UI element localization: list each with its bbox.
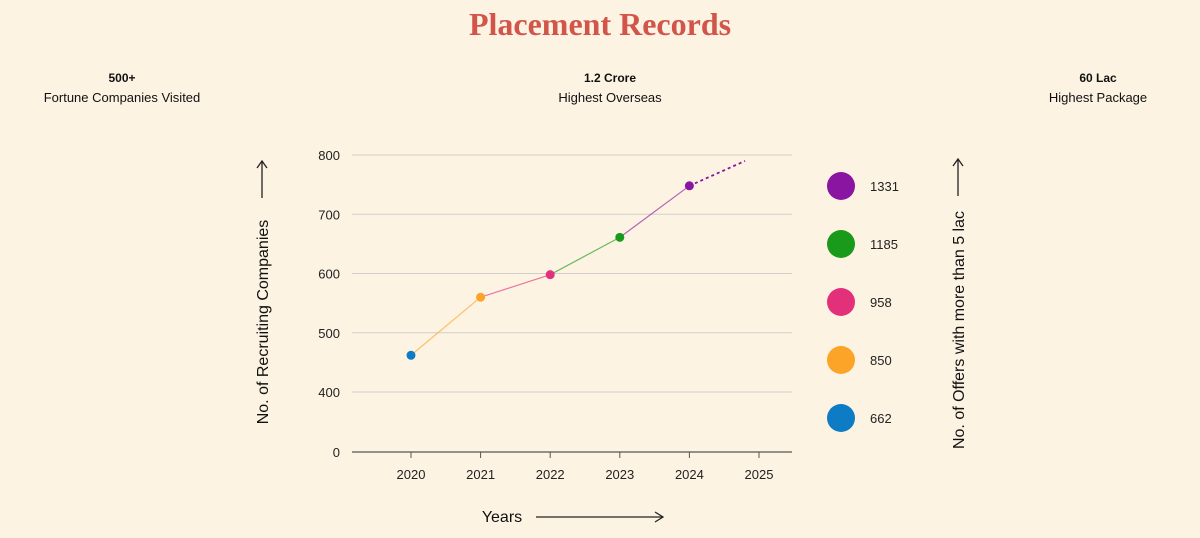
stat-value: 500+ — [108, 71, 136, 85]
stat-label: Fortune Companies Visited — [43, 90, 201, 105]
y-tick-label: 0 — [333, 445, 340, 460]
series-segment — [480, 274, 551, 298]
x-axis-title: Years — [482, 509, 522, 526]
legend-label: 662 — [870, 411, 892, 426]
x-tick-labels: 2020 2021 2022 2023 2024 2025 — [397, 467, 774, 482]
legend-label: 958 — [870, 295, 892, 310]
page-title: Placement Records — [468, 6, 732, 42]
legend-swatch — [827, 288, 855, 316]
y-tick-label: 800 — [318, 148, 340, 163]
x-axis-arrow-icon — [536, 511, 665, 523]
stat-fortune-companies: 500+ Fortune Companies Visited — [22, 68, 222, 108]
y-tick-label: 700 — [318, 207, 340, 222]
data-point — [545, 270, 555, 280]
y-tick-label: 400 — [318, 385, 340, 400]
series-segment — [410, 296, 481, 356]
x-tick-label: 2023 — [605, 467, 634, 482]
stat-highest-overseas: 1.2 Crore Highest Overseas — [510, 68, 710, 108]
data-point — [476, 292, 486, 302]
legend-swatch — [827, 172, 855, 200]
y2-axis-title: No. of Offers with more than 5 lac — [951, 211, 968, 449]
legend-swatch — [827, 346, 855, 374]
series-segment — [619, 185, 690, 238]
y-tick-labels: 0 400 500 600 700 800 — [318, 148, 340, 460]
data-point — [406, 350, 416, 360]
stat-value: 60 Lac — [1079, 71, 1117, 85]
legend-label: 850 — [870, 353, 892, 368]
data-point — [684, 181, 694, 191]
legend: 1331 1185 958 850 662 — [827, 172, 899, 432]
y2-axis-arrow-icon — [952, 157, 964, 196]
legend-label: 1331 — [870, 179, 899, 194]
projection-line — [689, 160, 746, 187]
y-axis-arrow-icon — [256, 159, 268, 198]
x-tick-label: 2021 — [466, 467, 495, 482]
data-series — [406, 160, 746, 360]
stat-value: 1.2 Crore — [583, 71, 637, 85]
x-tick-label: 2020 — [397, 467, 426, 482]
y-axis-title: No. of Recruiting Companies — [255, 220, 272, 425]
y-tick-label: 500 — [318, 326, 340, 341]
stat-label: Highest Overseas — [558, 90, 662, 105]
x-tick-label: 2024 — [675, 467, 704, 482]
data-point — [615, 232, 625, 242]
legend-swatch — [827, 404, 855, 432]
grid-lines — [352, 154, 792, 458]
stat-highest-package: 60 Lac Highest Package — [998, 68, 1198, 108]
y-tick-label: 600 — [318, 267, 340, 282]
series-segment — [549, 236, 621, 276]
legend-swatch — [827, 230, 855, 258]
x-tick-label: 2022 — [536, 467, 565, 482]
legend-label: 1185 — [870, 237, 898, 252]
x-tick-label: 2025 — [745, 467, 774, 482]
stat-label: Highest Package — [1048, 90, 1148, 105]
